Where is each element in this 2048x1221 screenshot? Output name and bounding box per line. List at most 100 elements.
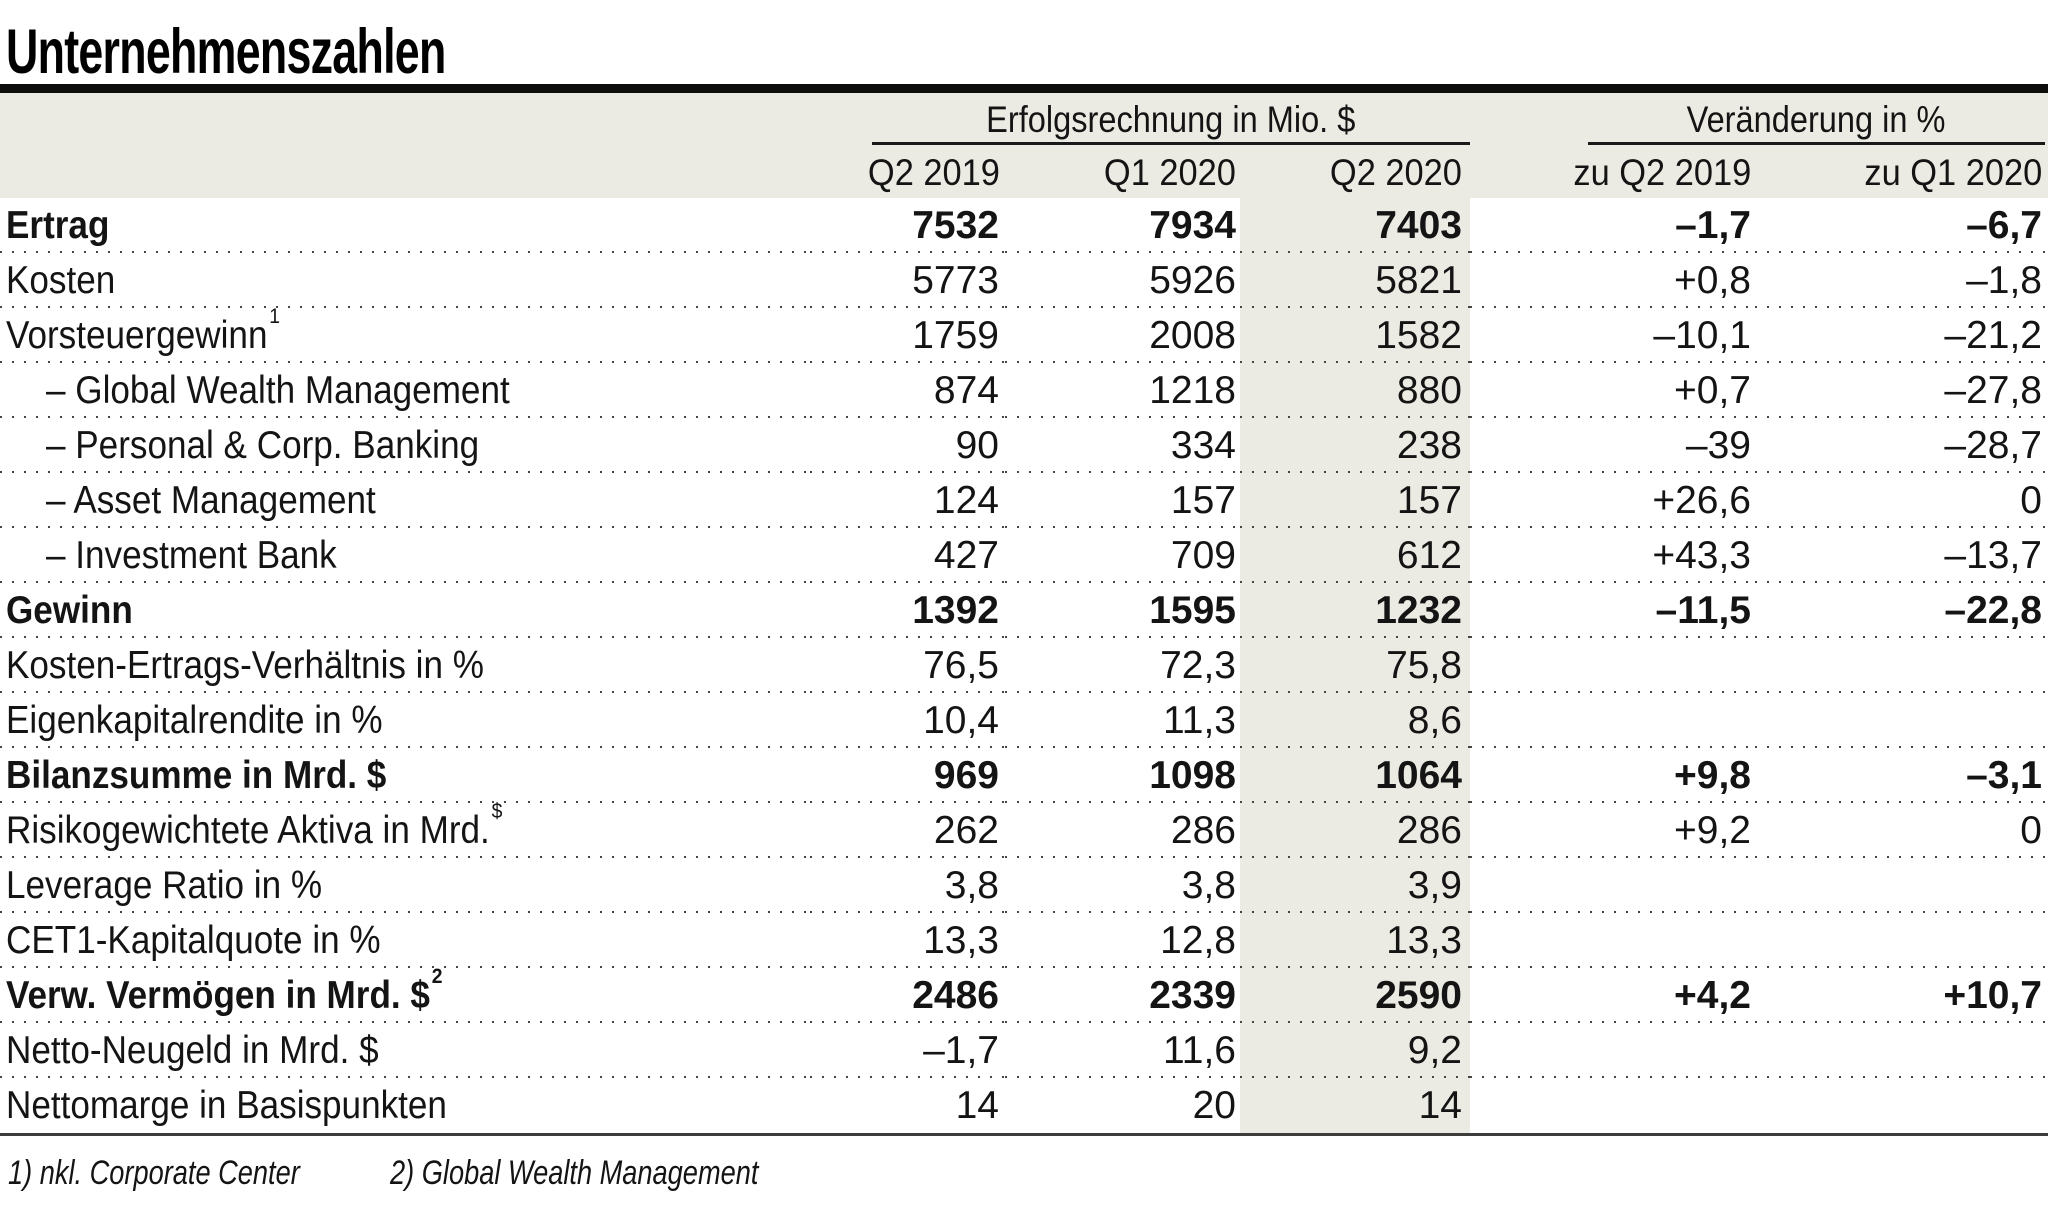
value-cell-highlight: 13,3 (1240, 913, 1470, 968)
value: +43,3 (1652, 533, 1751, 577)
row-label-cell: Kosten (0, 253, 810, 308)
column-header-label: Q1 2020 (1103, 152, 1236, 193)
value: 8,6 (1407, 698, 1462, 742)
column-group-change: Veränderung in % (1588, 97, 2045, 145)
value-cell: 13,3 (810, 913, 1005, 968)
value: 612 (1396, 533, 1462, 577)
value-cell: –3,1 (1755, 748, 2048, 803)
value-cell: 709 (1005, 528, 1240, 583)
column-group-change-label: Veränderung in % (1687, 99, 1946, 140)
value: –28,7 (1944, 423, 2042, 467)
value: 709 (1170, 533, 1236, 577)
row-label: Kosten-Ertrags-Verhältnis in % (6, 643, 484, 687)
value: 1759 (912, 313, 999, 357)
value-cell: 14 (810, 1078, 1005, 1133)
value-cell-highlight: 9,2 (1240, 1023, 1470, 1078)
row-label: Vorsteuergewinn (6, 313, 268, 357)
financial-table: Ertrag 7532 7934 7403 –1,7 –6,7 Kosten 5… (0, 198, 2048, 1133)
value-cell (1755, 693, 2048, 748)
table-row: Bilanzsumme in Mrd. $ 969 1098 1064 +9,8… (0, 748, 2048, 803)
value: 286 (1396, 808, 1462, 852)
row-label: Verw. Vermögen in Mrd. $ (6, 973, 430, 1017)
row-label-cell: – Investment Bank (0, 528, 810, 583)
value-cell: 1218 (1005, 363, 1240, 418)
value-cell: 5926 (1005, 253, 1240, 308)
value-cell: 2008 (1005, 308, 1240, 363)
value-cell: –10,1 (1470, 308, 1755, 363)
value-cell (1755, 913, 2048, 968)
value: 3,8 (1181, 863, 1236, 907)
value: 14 (1418, 1083, 1462, 1127)
value: 880 (1396, 368, 1462, 412)
row-label-cell: Kosten-Ertrags-Verhältnis in % (0, 638, 810, 693)
row-label-cell: – Global Wealth Management (0, 363, 810, 418)
value: 2339 (1149, 973, 1236, 1017)
value-cell: 286 (1005, 803, 1240, 858)
table-row: Nettomarge in Basispunkten 14 20 14 (0, 1078, 2048, 1133)
table-row: – Personal & Corp. Banking 90 334 238 –3… (0, 418, 2048, 473)
row-label: Nettomarge in Basispunkten (6, 1083, 447, 1127)
value: 72,3 (1160, 643, 1236, 687)
value-cell: 1595 (1005, 583, 1240, 638)
title-area: Unternehmenszahlen (0, 0, 2048, 87)
value: 1582 (1375, 313, 1462, 357)
value-cell: –28,7 (1755, 418, 2048, 473)
value: 12,8 (1160, 918, 1236, 962)
table-row: Risikogewichtete Aktiva in Mrd.$ 262 286… (0, 800, 2048, 858)
row-label: Netto-Neugeld in Mrd. $ (6, 1028, 379, 1072)
value: +0,8 (1674, 258, 1751, 302)
value-cell: 90 (810, 418, 1005, 473)
value-cell: 874 (810, 363, 1005, 418)
value: 1098 (1149, 753, 1236, 797)
value-cell: 76,5 (810, 638, 1005, 693)
table-row: Vorsteuergewinn1 1759 2008 1582 –10,1 –2… (0, 305, 2048, 363)
value: 0 (2020, 478, 2042, 522)
row-label-cell: Bilanzsumme in Mrd. $ (0, 748, 810, 803)
value-cell-highlight: 1064 (1240, 748, 1470, 803)
table-row: – Global Wealth Management 874 1218 880 … (0, 363, 2048, 418)
value-cell: –39 (1470, 418, 1755, 473)
value-cell (1470, 913, 1755, 968)
value: 5821 (1375, 258, 1462, 302)
value: 427 (933, 533, 999, 577)
value: 157 (1170, 478, 1236, 522)
row-label-cell: Gewinn (0, 583, 810, 638)
row-label-cell: Eigenkapitalrendite in % (0, 693, 810, 748)
value: –39 (1685, 423, 1751, 467)
value-cell: 1098 (1005, 748, 1240, 803)
table-row: Leverage Ratio in % 3,8 3,8 3,9 (0, 858, 2048, 913)
value-cell: 1759 (810, 308, 1005, 363)
row-label: Gewinn (6, 588, 133, 632)
value-cell: –27,8 (1755, 363, 2048, 418)
row-label: Kosten (6, 258, 116, 302)
column-header-label: Q2 2020 (1329, 152, 1462, 193)
value-cell (1755, 638, 2048, 693)
row-label-sup: $ (491, 798, 503, 823)
table-row: Verw. Vermögen in Mrd. $2 2486 2339 2590… (0, 965, 2048, 1023)
table-row: Gewinn 1392 1595 1232 –11,5 –22,8 (0, 583, 2048, 638)
row-label: Risikogewichtete Aktiva in Mrd. (6, 808, 490, 852)
value: 1595 (1149, 588, 1236, 632)
value: 2008 (1149, 313, 1236, 357)
value-cell: 12,8 (1005, 913, 1240, 968)
row-label: – Personal & Corp. Banking (46, 423, 480, 467)
value-cell: 10,4 (810, 693, 1005, 748)
value: 14 (955, 1083, 999, 1127)
value: 1232 (1375, 588, 1462, 632)
column-header-q1-2020: Q1 2020 (1020, 151, 1236, 195)
value-cell-highlight: 2590 (1240, 968, 1470, 1023)
value: 13,3 (923, 918, 999, 962)
value: –1,7 (1675, 203, 1751, 247)
value-cell: –1,8 (1755, 253, 2048, 308)
value-cell: –22,8 (1755, 583, 2048, 638)
value-cell: +26,6 (1470, 473, 1755, 528)
value-cell: +0,7 (1470, 363, 1755, 418)
table-row: CET1-Kapitalquote in % 13,3 12,8 13,3 (0, 913, 2048, 968)
row-label-cell: – Asset Management (0, 473, 810, 528)
value-cell: 7934 (1005, 198, 1240, 253)
value: 76,5 (923, 643, 999, 687)
value-cell: +10,7 (1755, 968, 2048, 1023)
value-cell: –1,7 (810, 1023, 1005, 1078)
column-group-income: Erfolgsrechnung in Mio. $ (872, 97, 1470, 145)
value: –21,2 (1944, 313, 2042, 357)
